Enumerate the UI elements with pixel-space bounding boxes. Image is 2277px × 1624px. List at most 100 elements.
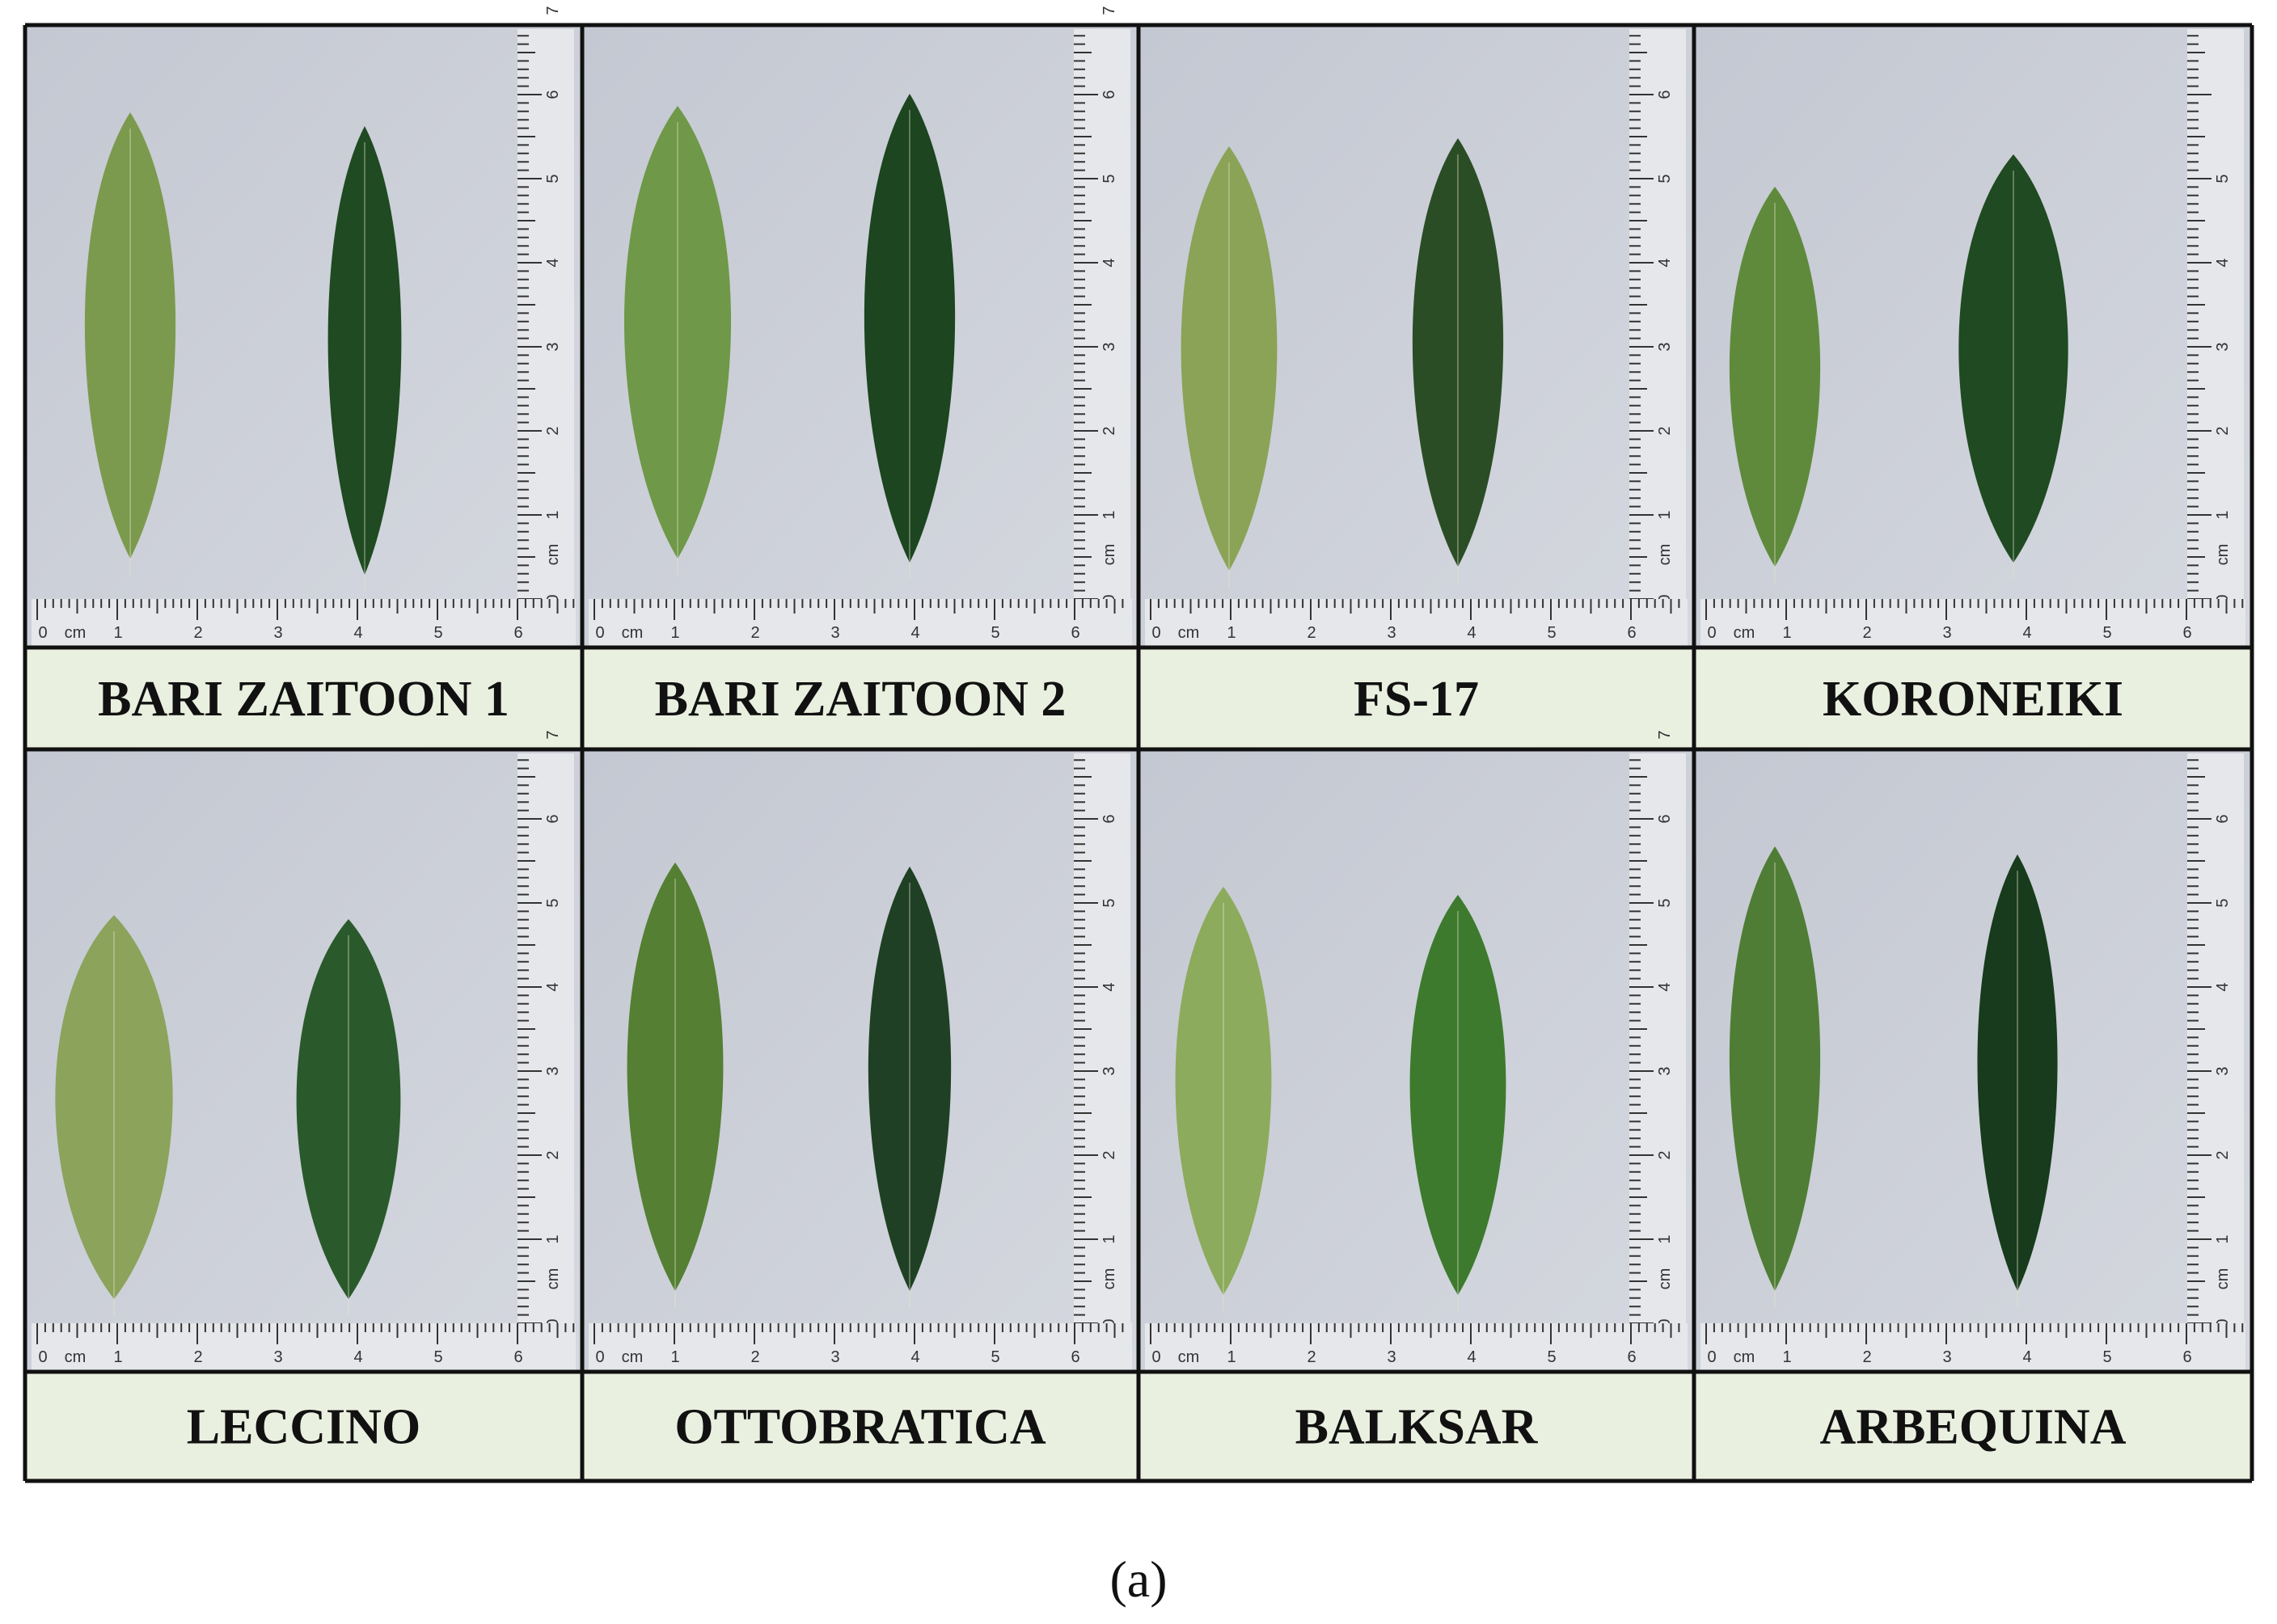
- h-ruler-label: 6: [1627, 1348, 1636, 1366]
- h-ruler-label: 4: [1467, 624, 1476, 642]
- v-ruler: [518, 753, 574, 1323]
- v-ruler-label: 3: [1100, 1066, 1118, 1075]
- v-ruler-label: cm: [2214, 1268, 2232, 1290]
- h-ruler-label: 2: [1307, 1348, 1316, 1366]
- label-cell: [1138, 1372, 1694, 1481]
- panel: 0cm12345670cm123456BARI ZAITOON 1: [25, 6, 582, 749]
- caption: (a): [1109, 1550, 1167, 1608]
- h-ruler-label: 2: [1862, 624, 1871, 642]
- panel-label: BARI ZAITOON 2: [655, 672, 1067, 727]
- h-ruler-label: 4: [353, 624, 362, 642]
- v-ruler-label: 5: [1656, 174, 1674, 183]
- v-ruler-label: 1: [544, 1234, 562, 1243]
- h-ruler-label: 0: [1707, 624, 1716, 642]
- h-ruler-label: 0: [1151, 1348, 1160, 1366]
- h-ruler-label: 6: [2182, 624, 2191, 642]
- h-ruler-label: 5: [991, 1348, 999, 1366]
- v-ruler-label: 4: [544, 982, 562, 991]
- v-ruler-label: 2: [1656, 1150, 1674, 1159]
- leaf: [1409, 895, 1506, 1295]
- h-ruler-label: 0: [38, 624, 47, 642]
- leaf: [1729, 187, 1821, 567]
- h-ruler-label: 1: [1227, 624, 1236, 642]
- h-ruler-label: 4: [2022, 1348, 2031, 1366]
- leaf: [1175, 887, 1272, 1295]
- panel-label: BALKSAR: [1295, 1400, 1539, 1455]
- h-ruler-label: 1: [1782, 624, 1791, 642]
- panel: 0cm123450cm123456KORONEIKI: [1694, 25, 2252, 749]
- v-ruler-label: 3: [2214, 1066, 2232, 1075]
- h-ruler-label: 2: [750, 1348, 759, 1366]
- label-cell: [1694, 647, 2252, 749]
- h-ruler-ticks: [1705, 599, 2244, 620]
- v-ruler-label: 5: [2214, 174, 2232, 183]
- h-ruler-label: 6: [513, 1348, 522, 1366]
- v-ruler-label: 4: [1100, 982, 1118, 991]
- h-ruler-label: cm: [65, 1348, 87, 1366]
- v-ruler-label: 6: [1100, 90, 1118, 99]
- v-ruler-label: 2: [2214, 426, 2232, 435]
- v-ruler-label: 4: [2214, 258, 2232, 267]
- leaf: [1958, 154, 2068, 563]
- h-ruler-label: 1: [113, 624, 122, 642]
- h-ruler-label: 6: [513, 624, 522, 642]
- v-ruler-label: 2: [544, 1150, 562, 1159]
- h-ruler-label: 4: [1467, 1348, 1476, 1366]
- h-ruler-label: 5: [1547, 1348, 1556, 1366]
- v-ruler-label: 2: [544, 426, 562, 435]
- h-ruler-label: 4: [910, 624, 919, 642]
- h-ruler-label: 1: [1782, 1348, 1791, 1366]
- h-ruler-label: 2: [193, 624, 202, 642]
- label-cell: [582, 647, 1138, 749]
- v-ruler-label: 2: [1656, 426, 1674, 435]
- h-ruler-label: 5: [2102, 1348, 2111, 1366]
- v-ruler-label: 3: [1100, 342, 1118, 351]
- h-ruler-label: 0: [595, 1348, 604, 1366]
- v-ruler-label: 1: [1656, 510, 1674, 519]
- v-ruler-label: 5: [544, 898, 562, 907]
- v-ruler-label: 7: [1656, 730, 1674, 739]
- h-ruler-ticks: [594, 1323, 1124, 1344]
- leaf: [296, 919, 401, 1299]
- v-ruler-label: 1: [1100, 510, 1118, 519]
- v-ruler-label: 6: [1656, 814, 1674, 823]
- h-ruler-ticks: [1150, 599, 1680, 620]
- panel-label: KORONEIKI: [1823, 672, 2123, 727]
- h-ruler: [589, 599, 1132, 646]
- panel-label: LECCINO: [187, 1400, 420, 1455]
- h-ruler-label: 3: [273, 1348, 282, 1366]
- h-ruler-label: 5: [991, 624, 999, 642]
- leaf: [868, 867, 952, 1291]
- h-ruler-label: 3: [1942, 1348, 1951, 1366]
- v-ruler: [2187, 29, 2244, 599]
- h-ruler: [1145, 1323, 1688, 1370]
- h-ruler: [1145, 599, 1688, 646]
- h-ruler-label: 3: [273, 624, 282, 642]
- h-ruler-label: 2: [750, 624, 759, 642]
- v-ruler-label: 4: [2214, 982, 2232, 991]
- h-ruler-label: 1: [113, 1348, 122, 1366]
- v-ruler: [2187, 753, 2244, 1323]
- v-ruler-label: 2: [1100, 1150, 1118, 1159]
- v-ruler: [1074, 29, 1130, 599]
- v-ruler-label: 5: [1100, 898, 1118, 907]
- v-ruler-label: 5: [1656, 898, 1674, 907]
- v-ruler-label: cm: [1100, 1268, 1118, 1290]
- v-ruler-label: 4: [1656, 982, 1674, 991]
- h-ruler-label: 5: [1547, 624, 1556, 642]
- leaf: [84, 112, 176, 559]
- h-ruler-label: 4: [353, 1348, 362, 1366]
- h-ruler-label: cm: [1734, 1348, 1755, 1366]
- v-ruler-label: 6: [1656, 90, 1674, 99]
- label-cell: [25, 1372, 582, 1481]
- h-ruler-label: 3: [830, 624, 839, 642]
- v-ruler-label: 6: [544, 90, 562, 99]
- v-ruler-label: 3: [544, 342, 562, 351]
- h-ruler-label: cm: [1178, 624, 1200, 642]
- leaf: [1729, 846, 1821, 1291]
- v-ruler-label: cm: [1656, 1268, 1674, 1290]
- v-ruler-label: 3: [1656, 342, 1674, 351]
- h-ruler-label: 6: [2182, 1348, 2191, 1366]
- panel-label: FS-17: [1354, 672, 1479, 727]
